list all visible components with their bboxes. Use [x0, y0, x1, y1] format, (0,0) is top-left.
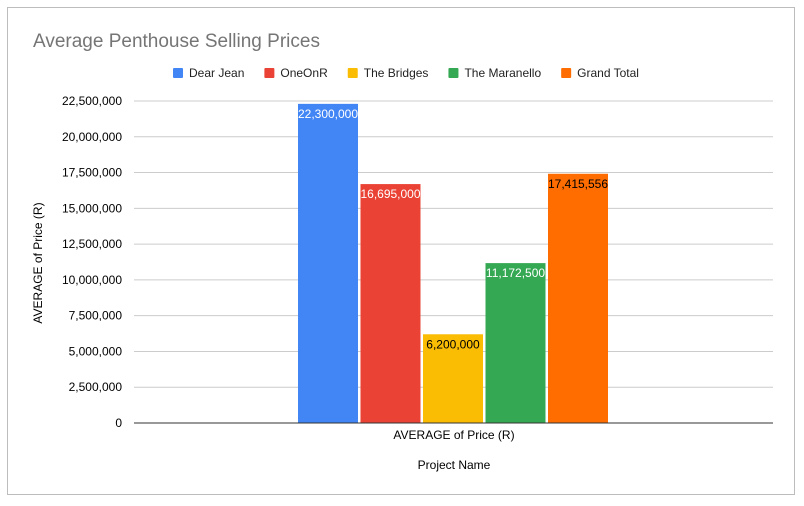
y-tick-label: 17,500,000 — [62, 166, 122, 180]
legend-swatch — [561, 68, 572, 78]
y-tick-label: 10,000,000 — [62, 273, 122, 287]
bar-the-maranello[interactable] — [485, 263, 546, 423]
legend-label: Dear Jean — [189, 66, 244, 80]
gridlines — [134, 100, 773, 388]
x-axis-title: Project Name — [418, 458, 491, 472]
y-tick-label: 7,500,000 — [69, 309, 123, 323]
y-tick-label: 20,000,000 — [62, 130, 122, 144]
x-category-label: AVERAGE of Price (R) — [393, 428, 514, 442]
bar-data-label: 22,300,000 — [298, 107, 358, 121]
legend-swatch — [173, 68, 184, 78]
bar-data-labels: 22,300,000 16,695,000 6,200,000 11,172,500 1… — [298, 107, 608, 351]
bar-data-label: 17,415,556 — [548, 177, 608, 191]
bar-dear-jean[interactable] — [298, 103, 358, 424]
y-tick-label: 2,500,000 — [69, 380, 123, 394]
bars — [298, 103, 608, 424]
y-tick-label: 0 — [115, 416, 122, 430]
bar-grand-total[interactable] — [548, 173, 608, 423]
bar-the-bridges[interactable] — [423, 334, 483, 423]
y-tick-label: 22,500,000 — [62, 94, 122, 108]
legend-swatch — [347, 68, 358, 78]
legend-swatch — [448, 68, 459, 78]
y-tick-label: 5,000,000 — [69, 344, 123, 358]
y-tick-label: 12,500,000 — [62, 237, 122, 251]
legend-swatch — [264, 68, 275, 78]
legend-label: OneOnR — [280, 66, 328, 80]
legend-label: The Bridges — [364, 66, 429, 80]
chart-title: Average Penthouse Selling Prices — [33, 31, 320, 52]
bar-data-label: 11,172,500 — [486, 266, 545, 280]
legend: Dear Jean OneOnR The Bridges The Maranello G… — [173, 66, 639, 80]
legend-label: Grand Total — [577, 66, 639, 80]
bar-oneonr[interactable] — [360, 184, 421, 423]
y-tick-label: 15,000,000 — [62, 201, 122, 215]
y-axis-title: AVERAGE of Price (R) — [31, 202, 45, 323]
legend-label: The Maranello — [464, 66, 541, 80]
y-axis-ticks: 0 2,500,000 5,000,000 7,500,000 10,000,000 12… — [62, 94, 122, 430]
bar-data-label: 16,695,000 — [360, 187, 420, 201]
bar-data-label: 6,200,000 — [426, 337, 480, 351]
